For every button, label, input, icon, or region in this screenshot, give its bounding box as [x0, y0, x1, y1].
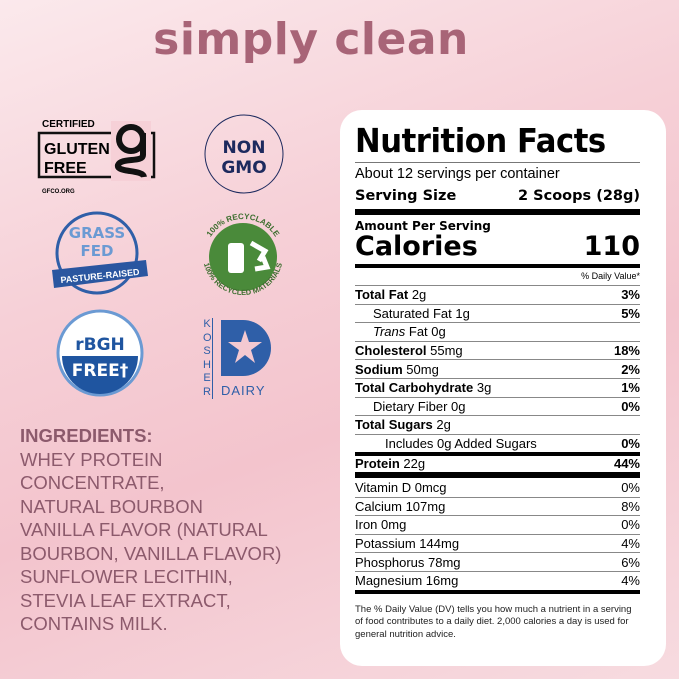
- nutrient-amount: 3g: [476, 380, 492, 396]
- servings-per-container: About 12 servings per container: [355, 166, 560, 182]
- vitamin-dv: 0%: [621, 479, 640, 495]
- nutrient-row: Trans Fat 0g: [355, 322, 640, 341]
- svg-text:GLUTEN: GLUTEN: [44, 141, 110, 158]
- nutrient-name: Includes 0g Added Sugars: [385, 436, 537, 452]
- nutrient-name: Dietary Fiber: [373, 398, 448, 414]
- ingredient-line: BOURBON, VANILLA FLAVOR): [20, 542, 282, 564]
- nutrition-facts-panel: Nutrition Facts About 12 servings per co…: [340, 110, 666, 666]
- vitamin-name: Phosphorus 78mg: [355, 554, 461, 570]
- serving-size: Serving Size 2 Scoops (28g): [355, 188, 640, 204]
- nutrient-row: Total Carbohydrate 3g 1%: [355, 377, 640, 397]
- vitamin-dv: 4%: [621, 536, 640, 552]
- vitamin-name: Iron 0mg: [355, 517, 407, 533]
- ingredients: INGREDIENTS: WHEY PROTEIN CONCENTRATE, NAT…: [20, 424, 340, 636]
- nutrient-dv: 2%: [621, 361, 640, 377]
- vitamin-dv: 0%: [621, 517, 640, 533]
- vitamin-row: Potassium 144mg 4%: [355, 533, 640, 553]
- nutrient-row: Includes 0g Added Sugars 0%: [355, 433, 640, 453]
- nutrient-amount: 0g: [451, 398, 466, 414]
- nutrient-dv: 44%: [613, 456, 640, 472]
- nutrient-dv: 18%: [613, 343, 640, 359]
- svg-text:FREE†: FREE†: [72, 361, 128, 381]
- svg-text:FREE: FREE: [44, 160, 87, 177]
- vitamin-row: Magnesium 16mg 4%: [355, 570, 640, 590]
- nutrient-amount: 55mg: [430, 343, 463, 359]
- nutrient-row: Cholesterol 55mg 18%: [355, 340, 640, 360]
- vitamin-name: Calcium 107mg: [355, 498, 446, 514]
- ingredient-line: STEVIA LEAF EXTRACT,: [20, 589, 231, 611]
- vitamin-row: Vitamin D 0mcg 0%: [355, 478, 640, 497]
- nutrient-amount: 2g: [436, 417, 451, 433]
- nutrient-dv: 3%: [621, 287, 640, 303]
- grass-fed-badge: GRASS FED PASTURE-RAISED: [52, 211, 148, 295]
- vitamin-row: Iron 0mg 0%: [355, 515, 640, 534]
- nutrient-row: Dietary Fiber 0g 0%: [355, 396, 640, 416]
- nutrient-dv: 0%: [621, 436, 640, 452]
- ingredient-line: NATURAL BOURBON: [20, 495, 203, 517]
- vitamin-dv: 8%: [621, 498, 640, 514]
- footnote: The % Daily Value (DV) tells you how muc…: [355, 603, 632, 640]
- ingredient-line: CONTAINS MILK.: [20, 613, 168, 634]
- svg-text:CERTIFIED: CERTIFIED: [42, 119, 95, 130]
- calories: Calories 110: [355, 231, 640, 262]
- non-gmo-badge: NON GMO: [204, 114, 284, 194]
- vitamin-name: Magnesium 16mg: [355, 573, 459, 589]
- nutrient-row: Saturated Fat 1g 5%: [355, 303, 640, 323]
- svg-text:GRASS: GRASS: [69, 224, 125, 242]
- nutrient-amount: 2g: [411, 287, 427, 303]
- nutrient-amount: 1g: [455, 305, 470, 321]
- kosher-text: KOSHER: [203, 318, 213, 399]
- ingredient-line: WHEY PROTEIN: [20, 448, 163, 470]
- nutrient-amount: 50mg: [406, 361, 439, 377]
- nutrient-dv: 1%: [621, 380, 640, 396]
- svg-text:GFCO.ORG: GFCO.ORG: [42, 189, 75, 195]
- headline: simply clean: [153, 14, 469, 65]
- nutrient-dv: 0%: [621, 398, 640, 414]
- ingredients-heading: INGREDIENTS:: [20, 425, 153, 446]
- nutrient-row: Total Fat 2g 3%: [355, 285, 640, 304]
- star-d-icon: [221, 320, 271, 376]
- nutrient-name: Total Carbohydrate: [355, 380, 474, 396]
- amount-per-serving: Amount Per Serving: [355, 219, 491, 233]
- nutrient-row: Sodium 50mg 2%: [355, 359, 640, 378]
- ingredient-line: CONCENTRATE,: [20, 472, 165, 493]
- vitamin-row: Phosphorus 78mg 6%: [355, 552, 640, 571]
- nutrient-row: Protein 22g 44%: [355, 452, 640, 471]
- nutrition-title: Nutrition Facts: [355, 121, 606, 160]
- nutrient-amount: 22g: [403, 456, 426, 472]
- kosher-dairy-badge: KOSHER DAIRY: [203, 318, 293, 403]
- nutrient-amount: Fat 0g: [408, 324, 446, 340]
- recyclable-badge: 100% RECYCLABLE 100% RECYCLED MATERIALS: [202, 212, 284, 297]
- ingredient-line: VANILLA FLAVOR (NATURAL: [20, 519, 268, 540]
- vitamin-dv: 6%: [621, 554, 640, 570]
- nutrient-name: Protein: [355, 456, 400, 472]
- nutrient-row: Total Sugars 2g: [355, 415, 640, 434]
- gluten-free-badge: CERTIFIED GLUTEN FREE GFCO.ORG: [37, 119, 156, 195]
- vitamin-name: Vitamin D 0mcg: [355, 479, 447, 495]
- nutrient-name: Sodium: [355, 361, 403, 377]
- vitamin-row: Calcium 107mg 8%: [355, 496, 640, 516]
- rbgh-free-badge: rBGH FREE†: [56, 309, 144, 397]
- nutrient-name: Total Fat: [355, 287, 409, 303]
- ingredient-line: SUNFLOWER LECITHIN,: [20, 566, 233, 587]
- nutrient-name: Trans: [373, 324, 406, 340]
- svg-text:rBGH: rBGH: [75, 335, 125, 355]
- nutrient-name: Saturated Fat: [373, 305, 452, 321]
- vitamin-dv: 4%: [621, 573, 640, 589]
- dairy-text: DAIRY: [221, 383, 266, 398]
- svg-text:GMO: GMO: [221, 158, 266, 178]
- svg-text:FED: FED: [81, 242, 114, 260]
- nutrient-dv: 5%: [621, 305, 640, 321]
- nutrient-name: Cholesterol: [355, 343, 427, 359]
- nutrient-name: Total Sugars: [355, 417, 433, 433]
- svg-text:NON: NON: [223, 138, 266, 158]
- vitamin-name: Potassium 144mg: [355, 536, 460, 552]
- daily-value-header: % Daily Value*: [581, 271, 640, 281]
